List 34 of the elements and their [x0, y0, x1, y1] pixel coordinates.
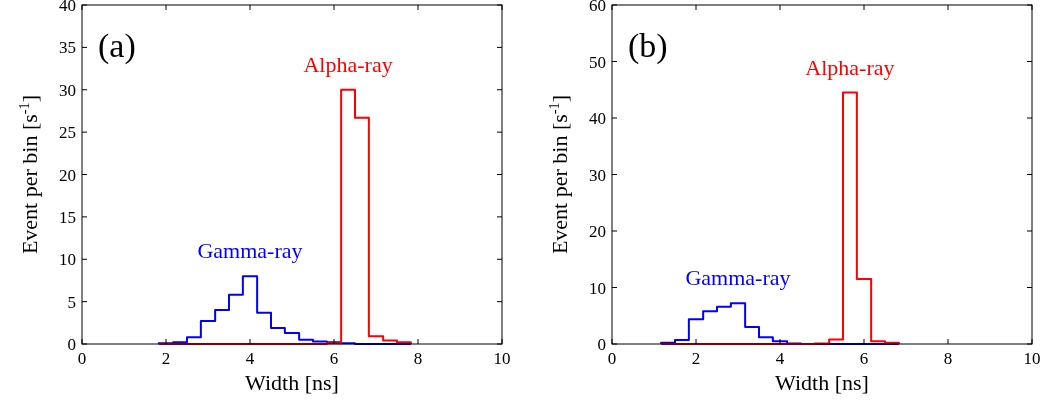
y-tick-label: 10 — [59, 250, 76, 270]
x-tick-label: 8 — [943, 349, 953, 368]
y-tick-label: 20 — [59, 165, 76, 185]
x-tick-label: 2 — [161, 349, 171, 368]
y-tick-label: 0 — [67, 335, 76, 354]
y-tick-label: 60 — [589, 0, 606, 15]
series-label: Gamma-ray — [685, 265, 791, 291]
y-tick-label: 15 — [59, 207, 76, 227]
y-tick-label: 40 — [589, 109, 606, 128]
y-tick-label: 30 — [59, 80, 76, 100]
y-tick-label: 35 — [59, 38, 76, 58]
x-tick-label: 4 — [775, 349, 785, 368]
x-tick-label: 8 — [413, 349, 423, 368]
y-tick-label: 25 — [59, 123, 76, 143]
x-tick-label: 10 — [493, 349, 511, 368]
y-tick-label: 5 — [67, 292, 76, 312]
x-tick-label: 6 — [329, 349, 339, 368]
series-label: Alpha-ray — [805, 54, 895, 80]
x-tick-label: 4 — [245, 349, 255, 368]
x-tick-label: 2 — [691, 349, 701, 368]
x-axis-title: Width [ns] — [245, 370, 339, 395]
x-tick-label: 10 — [1023, 349, 1041, 368]
y-tick-label: 50 — [589, 52, 606, 72]
text: (b) — [628, 27, 668, 65]
x-tick-label: 6 — [859, 349, 869, 368]
y-tick-label: 30 — [589, 165, 606, 185]
y-tick-label: 40 — [59, 0, 76, 15]
x-axis-title: Width [ns] — [775, 370, 869, 395]
series-label: Gamma-ray — [197, 238, 303, 264]
y-tick-label: 20 — [589, 222, 606, 241]
y-tick-label: 0 — [597, 335, 606, 354]
y-tick-label: 10 — [589, 278, 606, 298]
text: (a) — [98, 27, 136, 65]
series-label: Alpha-ray — [303, 51, 393, 77]
